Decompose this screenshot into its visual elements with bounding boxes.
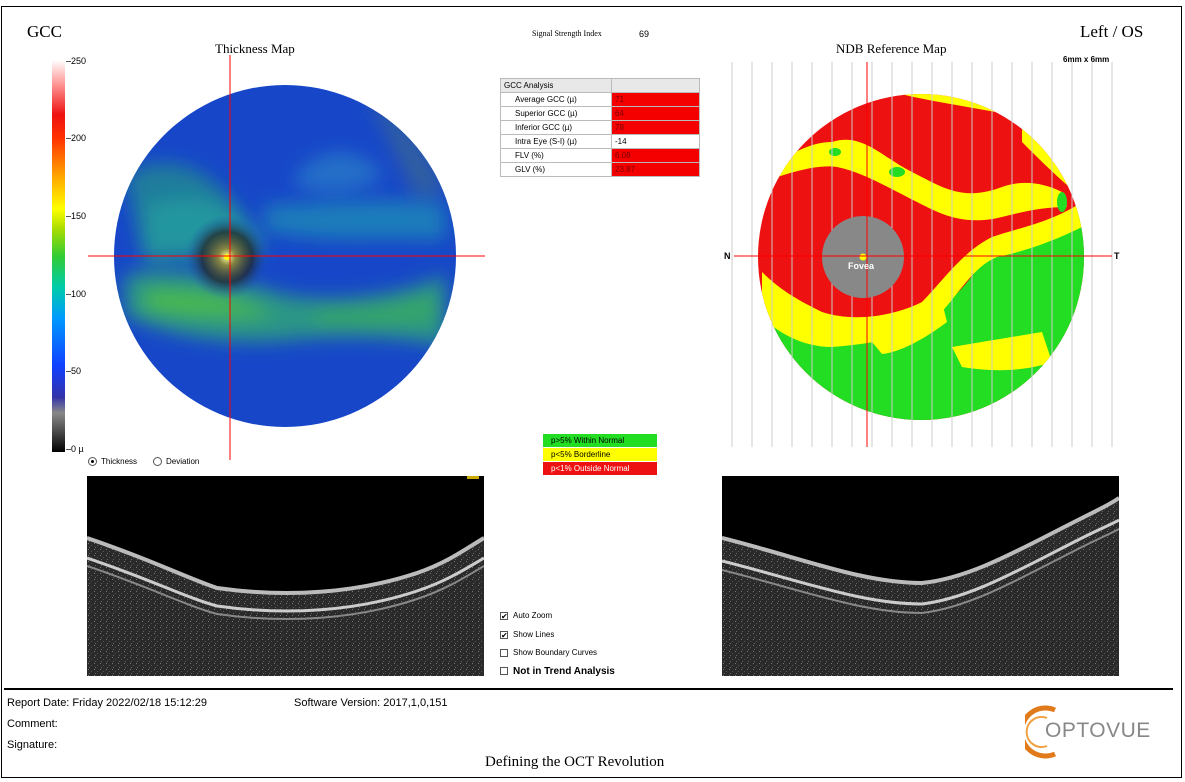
scale-tick-label: 150: [71, 211, 87, 221]
scale-tick-label: 50: [71, 366, 82, 376]
scan-size-label: 6mm x 6mm: [1063, 55, 1110, 64]
app-label: GCC: [27, 22, 62, 41]
table-row: GLV (%) 23.87: [500, 162, 700, 177]
table-row: FLV (%) 6.08: [500, 148, 700, 163]
comment-label: Comment:: [7, 718, 58, 730]
gcc-row-value: 6.08: [611, 148, 700, 163]
nasal-label: N: [724, 251, 731, 261]
gcc-row-label: Superior GCC (µ): [500, 106, 612, 121]
signature-label: Signature:: [7, 739, 58, 751]
legend-within-normal: p>5% Within Normal: [543, 434, 657, 447]
eye-label: Left / OS: [1080, 22, 1144, 41]
gcc-row-value: 23.87: [611, 162, 700, 177]
auto-zoom-checkbox[interactable]: ✔ Auto Zoom: [500, 611, 553, 621]
table-row: Intra Eye (S-I) (µ) -14: [500, 134, 700, 149]
logo-text: OPTOVUE: [1045, 719, 1151, 742]
report-date: Report Date: Friday 2022/02/18 15:12:29: [7, 697, 207, 709]
scale-tick-label: 200: [71, 133, 87, 143]
gcc-table-title: GCC Analysis: [500, 78, 612, 93]
checkbox-checked-icon: ✔: [500, 630, 508, 640]
fovea-label: Fovea: [848, 261, 875, 271]
radio-deviation[interactable]: Deviation: [153, 457, 199, 467]
report-frame: [1, 6, 1182, 778]
software-version: Software Version: 2017,1,0,151: [294, 697, 448, 709]
signal-strength-label: Signal Strength Index: [532, 29, 602, 38]
logo-ring-icon: [1025, 705, 1056, 759]
gcc-row-label: Inferior GCC (µ): [500, 120, 612, 135]
scale-tick-column: [66, 60, 72, 452]
scale-tick-label: 250: [71, 56, 87, 66]
thickness-map-image: [88, 55, 485, 460]
show-boundary-curves-checkbox[interactable]: Show Boundary Curves: [500, 648, 597, 657]
table-row: Inferior GCC (µ) 78: [500, 120, 700, 135]
gcc-row-label: FLV (%): [500, 148, 612, 163]
gcc-analysis-table: GCC Analysis Average GCC (µ) 71 Superior…: [500, 78, 700, 177]
radio-thickness[interactable]: Thickness: [88, 457, 137, 467]
oct-bscan-left: [87, 476, 484, 676]
signal-strength-value: 69: [639, 29, 650, 39]
ndb-reference-map: [731, 62, 1113, 447]
scale-tick-label: 0 µ: [71, 444, 84, 454]
gcc-row-value: 64: [611, 106, 700, 121]
legend-borderline: p<5% Borderline: [543, 448, 657, 461]
show-lines-checkbox[interactable]: ✔ Show Lines: [500, 630, 555, 640]
gcc-row-label: Average GCC (µ): [500, 92, 612, 107]
not-in-trend-checkbox[interactable]: Not in Trend Analysis: [500, 666, 615, 677]
footer-divider: [4, 688, 1173, 690]
gcc-row-value: -14: [611, 134, 700, 149]
gcc-row-value: 71: [611, 92, 700, 107]
oct-bscan-right: [722, 476, 1119, 676]
gcc-row-label: GLV (%): [500, 162, 612, 177]
temporal-label: T: [1114, 251, 1120, 261]
thickness-map-title: Thickness Map: [215, 41, 295, 56]
gcc-row-value: 78: [611, 120, 700, 135]
thickness-color-scale: [52, 60, 65, 452]
checkbox-empty-icon: [500, 648, 508, 657]
gcc-row-label: Intra Eye (S-I) (µ): [500, 134, 612, 149]
legend-outside-normal: p<1% Outside Normal: [543, 462, 657, 475]
optovue-logo: OPTOVUE: [1025, 704, 1165, 760]
checkbox-empty-icon: [500, 667, 508, 676]
scale-tick-label: 100: [71, 289, 87, 299]
checkbox-checked-icon: ✔: [500, 611, 508, 621]
ndb-map-title: NDB Reference Map: [836, 41, 947, 56]
table-row: Superior GCC (µ) 64: [500, 106, 700, 121]
tagline: Defining the OCT Revolution: [485, 754, 665, 770]
table-row: Average GCC (µ) 71: [500, 92, 700, 107]
